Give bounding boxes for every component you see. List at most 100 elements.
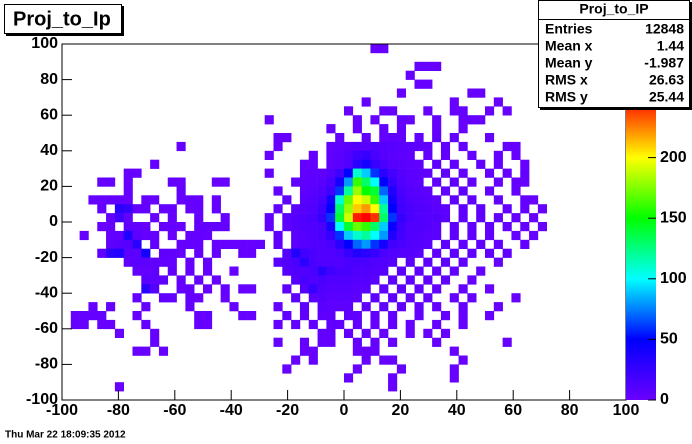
cell <box>291 257 301 267</box>
cell <box>423 141 433 152</box>
x-tick-label: -60 <box>163 402 186 419</box>
cell <box>317 168 327 178</box>
cell <box>388 230 398 241</box>
cell <box>317 293 327 303</box>
cell <box>458 141 468 152</box>
cell <box>485 222 495 232</box>
cell <box>176 248 186 258</box>
cell <box>379 302 389 312</box>
cell <box>273 186 283 196</box>
cell <box>352 168 362 178</box>
cell <box>440 257 451 267</box>
cell <box>423 61 433 71</box>
cell <box>485 106 495 116</box>
stats-value: 1.44 <box>657 38 684 54</box>
cell <box>326 275 336 285</box>
cell <box>308 150 318 160</box>
y-tick-label: 100 <box>31 35 58 52</box>
cell <box>326 204 336 214</box>
cell <box>370 346 380 356</box>
cell <box>176 195 186 205</box>
cell <box>449 266 459 276</box>
cell <box>458 355 468 365</box>
cell <box>352 150 362 160</box>
y-tick-label: 40 <box>40 142 58 159</box>
cell <box>467 230 477 241</box>
cell <box>308 159 318 169</box>
cell <box>388 222 398 232</box>
y-tick-label: 80 <box>40 71 58 88</box>
cell <box>370 159 380 169</box>
cell <box>114 328 124 338</box>
cell <box>396 186 406 196</box>
cell <box>361 222 371 232</box>
cell <box>123 186 133 196</box>
cell <box>361 266 371 276</box>
cell <box>326 266 336 276</box>
cell <box>467 275 477 285</box>
cell <box>326 257 336 267</box>
cell <box>308 239 318 249</box>
cell <box>317 275 327 285</box>
cell <box>361 355 371 365</box>
cell <box>361 177 371 187</box>
stats-box: Proj_to_IP Entries 12848 Mean x 1.44 Mean y -… <box>538 0 692 110</box>
cell <box>123 177 133 187</box>
cell <box>476 239 486 249</box>
cell <box>440 311 451 321</box>
cell <box>388 177 398 187</box>
cell <box>317 248 327 258</box>
cell <box>185 204 195 214</box>
cell <box>344 239 354 249</box>
cell <box>423 275 433 285</box>
cell <box>361 150 371 160</box>
cell <box>396 177 406 187</box>
cell <box>440 275 451 285</box>
cell <box>502 168 512 178</box>
cell <box>423 204 433 214</box>
cell <box>352 266 362 276</box>
cell <box>220 222 230 232</box>
cell <box>123 195 133 205</box>
cell <box>361 141 371 152</box>
cell <box>344 311 354 321</box>
cell <box>458 319 468 330</box>
z-tick-label: 0 <box>660 391 669 408</box>
cell <box>264 168 274 178</box>
y-tick-label: -40 <box>35 284 58 301</box>
cell <box>185 302 195 312</box>
cell <box>379 355 389 365</box>
cell <box>449 248 459 258</box>
cell <box>344 302 354 312</box>
cell <box>379 186 389 196</box>
cell <box>335 257 345 267</box>
cell <box>203 257 213 267</box>
cell <box>220 177 230 187</box>
cell <box>405 168 415 178</box>
cell <box>423 230 433 241</box>
cell <box>493 150 503 160</box>
cell <box>432 213 442 223</box>
cell <box>458 204 468 214</box>
cell <box>396 195 406 205</box>
cell <box>308 195 318 205</box>
cell <box>282 311 292 321</box>
cell <box>282 222 292 232</box>
y-tick-label: -60 <box>35 320 58 337</box>
cell <box>388 382 398 392</box>
cell <box>361 230 371 241</box>
cell <box>123 213 133 223</box>
cell <box>273 319 283 330</box>
cell <box>432 124 442 134</box>
cell <box>432 115 442 125</box>
cell <box>335 168 345 178</box>
cell <box>396 248 406 258</box>
cell <box>308 204 318 214</box>
cell <box>123 257 133 267</box>
cell <box>291 213 301 223</box>
cell <box>141 346 151 356</box>
cell <box>423 257 433 267</box>
cell <box>220 293 230 303</box>
title-frame <box>4 4 122 34</box>
cell <box>335 213 345 223</box>
